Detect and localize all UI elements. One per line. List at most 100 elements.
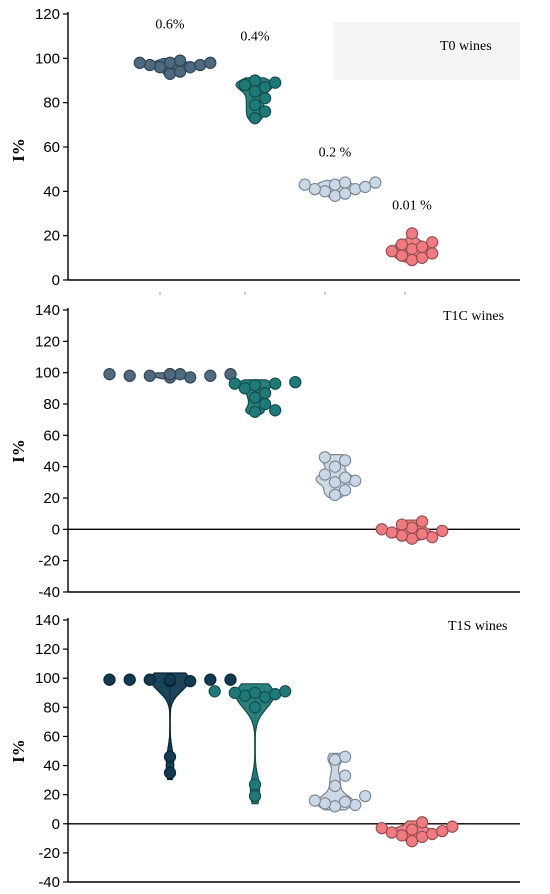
y-axis-label: I% [9,138,28,162]
data-point [446,820,459,833]
dilution-label: 0.4% [240,30,270,45]
dilution-label: 0.2 % [319,145,352,160]
data-point [173,54,187,67]
data-point [184,674,197,688]
data-point [269,688,282,701]
y-tick-label: 60 [43,427,60,444]
data-point [436,524,449,538]
data-point [375,821,388,835]
data-point [405,532,419,545]
data-point [436,824,449,838]
data-point [103,368,116,381]
data-point [338,750,352,763]
data-point [248,405,262,418]
chart-panel: -40 -20 0 20 40 60 80 100 120 140 I% T1C wines [9,302,520,601]
data-point [194,58,207,72]
data-point [238,382,252,395]
data-point [308,182,321,196]
y-tick-label: 140 [35,612,60,629]
y-tick-label: 20 [43,787,60,804]
data-point [338,187,352,200]
data-point [328,189,342,202]
y-tick-label: 80 [43,95,60,112]
y-tick-label: 0 [52,816,60,833]
data-point [328,178,342,191]
data-point [248,112,262,125]
data-point [385,245,398,258]
data-point [426,827,439,841]
data-point [369,176,382,189]
data-point [318,185,332,198]
data-point [405,253,419,267]
data-point [338,769,352,782]
data-point [359,789,372,803]
data-point [415,816,429,829]
data-point [143,673,156,686]
y-tick-label: 20 [43,490,60,507]
y-tick-label: 0 [52,521,60,538]
data-point [248,74,262,87]
data-point [269,377,282,390]
data-point [228,686,241,699]
data-point [248,701,262,714]
data-point [415,527,429,541]
y-tick-label: 80 [43,396,60,413]
data-point [349,798,362,812]
data-point [258,386,272,400]
data-point [426,247,439,260]
data-point [258,397,272,411]
data-point [349,182,362,196]
title-box [333,22,520,80]
data-point [415,515,429,528]
data-point [248,85,262,98]
data-point [103,673,116,686]
data-point [269,404,282,417]
data-point [328,779,342,793]
data-point [258,92,272,105]
y-tick-label: 20 [43,228,60,245]
data-point [338,471,352,484]
data-point [405,227,419,240]
y-tick-label: 120 [35,333,60,350]
panel-title: T1S wines [448,619,508,634]
data-point [375,523,388,536]
y-tick-label: 60 [43,728,60,745]
y-tick-label: 40 [43,758,60,775]
y-axis-label: I% [9,739,28,763]
violin-body [150,672,190,781]
y-tick-label: -20 [38,553,60,570]
data-point [328,476,342,489]
data-point [173,65,187,78]
data-point [426,236,439,249]
data-point [308,794,321,807]
data-point [269,76,282,89]
data-point [359,180,372,194]
data-point [143,58,156,72]
data-point [395,518,409,531]
data-point [208,685,221,698]
data-point [163,766,177,779]
data-point [385,826,398,839]
data-point [318,797,332,810]
chart-panel: -40 -20 0 20 40 60 80 100 120 140 I% T1S wines [9,612,520,891]
data-point [405,521,419,534]
data-point [405,242,419,256]
dilution-label: 0.01 % [392,198,432,213]
y-tick-label: 80 [43,699,60,716]
data-point [248,391,262,404]
data-point [173,368,187,381]
data-point [279,685,292,698]
data-point [123,673,136,686]
y-tick-label: -20 [38,845,60,862]
data-point [163,750,177,763]
data-point [328,753,342,766]
data-point [338,484,352,497]
y-tick-label: 100 [35,50,60,67]
y-tick-label: 60 [43,139,60,156]
data-point [224,673,237,686]
data-point [415,240,429,253]
data-point [328,460,342,473]
data-point [248,778,262,791]
y-tick-label: 140 [35,302,60,319]
violin-body [235,683,275,805]
